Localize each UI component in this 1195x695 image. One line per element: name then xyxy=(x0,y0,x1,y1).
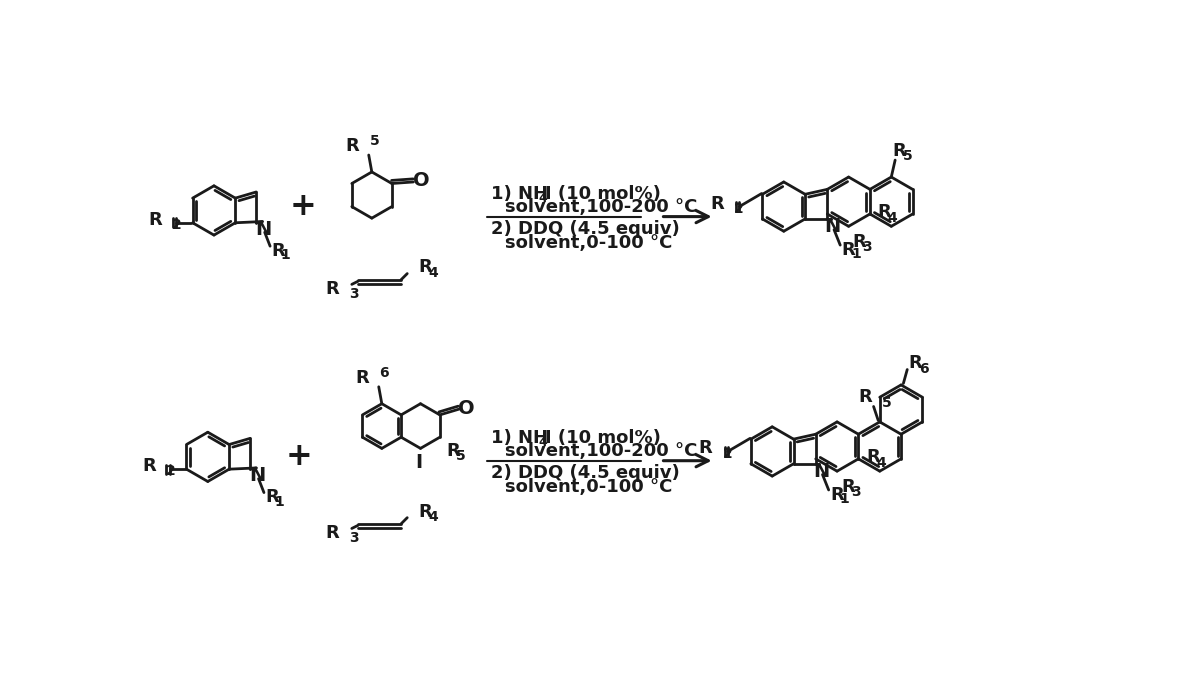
Text: R: R xyxy=(356,368,369,386)
Text: O: O xyxy=(459,399,476,418)
Text: 3: 3 xyxy=(349,287,360,302)
Text: 1) NH: 1) NH xyxy=(491,184,549,202)
Text: R: R xyxy=(142,457,155,475)
Text: +: + xyxy=(289,191,315,222)
Text: R: R xyxy=(446,442,460,460)
Text: 4: 4 xyxy=(428,510,437,524)
Text: 2: 2 xyxy=(166,464,176,478)
Text: 6: 6 xyxy=(380,366,390,380)
Text: R: R xyxy=(841,240,856,259)
Text: R: R xyxy=(418,502,431,521)
Text: R: R xyxy=(326,524,339,542)
Text: R: R xyxy=(418,259,431,277)
Text: R: R xyxy=(831,486,844,504)
Text: R: R xyxy=(710,195,724,213)
Text: 4: 4 xyxy=(539,436,547,450)
Text: N: N xyxy=(255,220,271,239)
Text: 5: 5 xyxy=(456,450,466,464)
Text: R: R xyxy=(908,354,923,373)
Text: 2: 2 xyxy=(723,447,733,461)
Text: solvent,0-100 °C: solvent,0-100 °C xyxy=(505,478,673,496)
Text: R: R xyxy=(699,439,712,457)
Text: 3: 3 xyxy=(863,240,872,254)
Text: 4: 4 xyxy=(888,211,897,225)
Text: R: R xyxy=(893,142,907,160)
Text: R: R xyxy=(866,448,880,466)
Text: 4: 4 xyxy=(428,265,437,280)
Text: 2) DDQ (4.5 equiv): 2) DDQ (4.5 equiv) xyxy=(491,464,680,482)
Text: +: + xyxy=(286,441,312,473)
Text: N: N xyxy=(249,466,265,485)
Text: 1: 1 xyxy=(851,247,860,261)
Text: 1: 1 xyxy=(275,495,284,509)
Text: R: R xyxy=(345,137,360,155)
Text: 6: 6 xyxy=(919,362,929,376)
Text: solvent,100-200 °C: solvent,100-200 °C xyxy=(505,443,698,461)
Text: R: R xyxy=(841,477,854,496)
Text: 2) DDQ (4.5 equiv): 2) DDQ (4.5 equiv) xyxy=(491,220,680,238)
Text: 3: 3 xyxy=(851,485,860,499)
Text: 5: 5 xyxy=(882,395,891,409)
Text: O: O xyxy=(412,171,429,190)
Text: N: N xyxy=(825,217,840,236)
Text: I: I xyxy=(416,452,423,472)
Text: 5: 5 xyxy=(369,134,379,148)
Text: 2: 2 xyxy=(172,218,182,232)
Text: N: N xyxy=(813,462,829,481)
Text: R: R xyxy=(271,242,286,260)
Text: 4: 4 xyxy=(876,456,885,470)
Text: R: R xyxy=(326,280,339,298)
Text: I (10 mol%): I (10 mol%) xyxy=(545,184,661,202)
Text: R: R xyxy=(852,233,866,251)
Text: R: R xyxy=(877,204,891,222)
Text: R: R xyxy=(265,488,280,506)
Text: 1: 1 xyxy=(281,248,290,263)
Text: 4: 4 xyxy=(539,193,547,206)
Text: 5: 5 xyxy=(903,149,913,163)
Text: R: R xyxy=(148,211,161,229)
Text: R: R xyxy=(858,389,872,407)
Text: I (10 mol%): I (10 mol%) xyxy=(545,429,661,447)
Text: 3: 3 xyxy=(349,532,360,546)
Text: solvent,100-200 °C: solvent,100-200 °C xyxy=(505,198,698,216)
Text: 1: 1 xyxy=(839,492,850,506)
Text: solvent,0-100 °C: solvent,0-100 °C xyxy=(505,234,673,252)
Text: 1) NH: 1) NH xyxy=(491,429,549,447)
Text: 2: 2 xyxy=(734,202,743,216)
